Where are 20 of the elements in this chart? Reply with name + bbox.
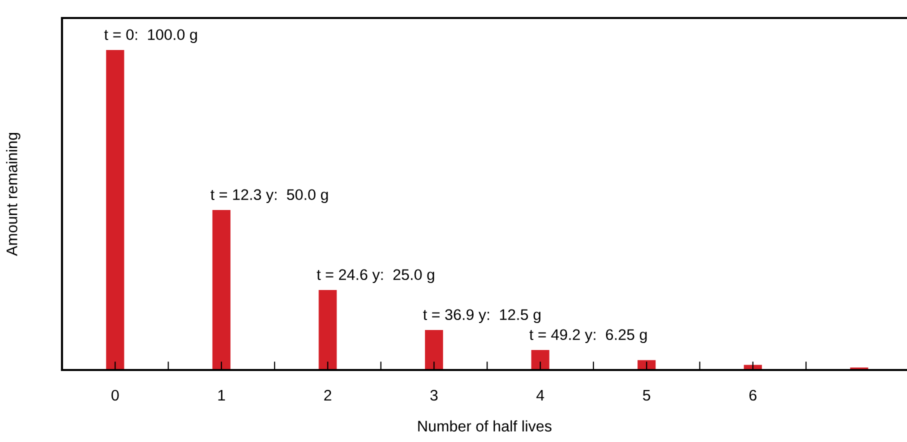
annotation: t = 24.6 y: 25.0 g	[316, 269, 434, 284]
annotation: t = 0: 100.0 g	[104, 29, 197, 44]
x-tick-label: 0	[111, 390, 119, 401]
bar	[638, 360, 656, 370]
annotation: t = 49.2 y: 6.25 g	[529, 329, 647, 344]
x-tick-label: 3	[430, 390, 438, 401]
x-tick-label: 6	[749, 390, 756, 401]
annotation: t = 36.9 y: 12.5 g	[423, 309, 540, 324]
bar	[106, 50, 124, 370]
x-tick-label: 1	[218, 390, 225, 401]
annotation: t = 12.3 y: 50.0 g	[210, 189, 328, 204]
bar	[531, 350, 550, 370]
y-axis-title: Amount remaining	[6, 132, 20, 256]
bar	[424, 330, 444, 370]
x-tick-label: 5	[642, 390, 650, 401]
x-tick-label: 2	[324, 390, 332, 401]
bar	[318, 290, 337, 370]
x-axis-title: Number of half lives	[418, 420, 552, 432]
bar	[212, 210, 230, 370]
x-tick-label: 4	[536, 390, 544, 401]
